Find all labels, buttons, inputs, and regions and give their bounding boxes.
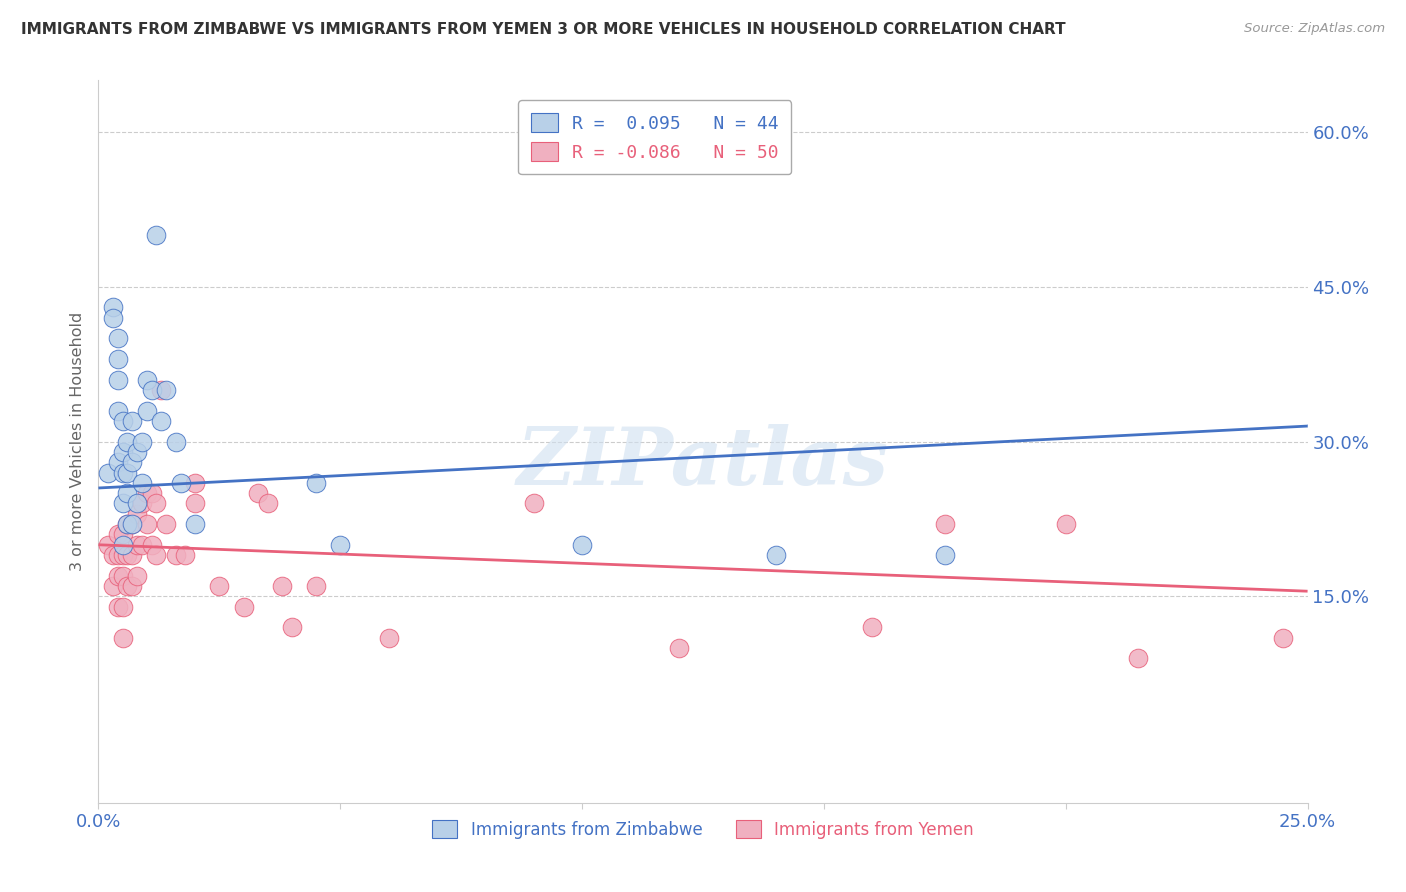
Point [97,538,120,552]
Point [135,517,157,532]
Point [135,373,157,387]
Point [934,548,956,562]
Point [1128,651,1150,665]
Point [107,373,129,387]
Point [111,538,134,552]
Point [271,579,294,593]
Point [121,517,143,532]
Point [247,486,270,500]
Point [131,475,153,490]
Point [184,475,207,490]
Point [860,620,883,634]
Point [150,414,173,428]
Point [111,466,134,480]
Point [107,568,129,582]
Point [117,517,139,532]
Point [107,331,129,345]
Point [117,486,139,500]
Point [141,538,163,552]
Point [127,568,149,582]
Point [765,548,787,562]
Point [281,620,304,634]
Point [305,475,328,490]
Point [127,445,149,459]
Point [117,548,139,562]
Point [111,548,134,562]
Point [111,599,134,614]
Point [111,527,134,541]
Point [256,496,278,510]
Point [523,496,546,510]
Point [1054,517,1077,532]
Point [127,507,149,521]
Point [145,548,167,562]
Point [141,383,163,397]
Point [121,517,143,532]
Point [155,383,177,397]
Point [155,517,177,532]
Point [131,496,153,510]
Point [121,548,143,562]
Point [117,517,139,532]
Point [377,631,399,645]
Point [101,301,124,315]
Point [165,434,187,449]
Point [174,548,197,562]
Point [141,486,163,500]
Point [135,403,157,417]
Point [101,548,124,562]
Point [571,538,593,552]
Point [184,517,207,532]
Point [232,599,254,614]
Point [111,445,134,459]
Point [107,599,129,614]
Point [1272,631,1295,645]
Point [97,466,120,480]
Point [111,631,134,645]
Point [305,579,328,593]
Legend: Immigrants from Zimbabwe, Immigrants from Yemen: Immigrants from Zimbabwe, Immigrants fro… [422,811,984,848]
Point [668,640,690,655]
Point [107,455,129,469]
Point [208,579,231,593]
Point [107,527,129,541]
Point [111,414,134,428]
Point [107,351,129,366]
Point [127,496,149,510]
Point [934,517,956,532]
Point [111,568,134,582]
Point [184,496,207,510]
Y-axis label: 3 or more Vehicles in Household: 3 or more Vehicles in Household [70,312,86,571]
Point [117,466,139,480]
Point [111,496,134,510]
Point [101,579,124,593]
Point [145,496,167,510]
Text: Source: ZipAtlas.com: Source: ZipAtlas.com [1244,22,1385,36]
Point [329,538,352,552]
Point [107,548,129,562]
Point [135,486,157,500]
Point [131,434,153,449]
Point [117,434,139,449]
Point [169,475,191,490]
Point [127,538,149,552]
Point [150,383,173,397]
Point [121,455,143,469]
Point [117,579,139,593]
Text: IMMIGRANTS FROM ZIMBABWE VS IMMIGRANTS FROM YEMEN 3 OR MORE VEHICLES IN HOUSEHOL: IMMIGRANTS FROM ZIMBABWE VS IMMIGRANTS F… [21,22,1066,37]
Point [165,548,187,562]
Point [121,579,143,593]
Point [131,538,153,552]
Point [101,310,124,325]
Point [145,228,167,243]
Text: ZIPatlas: ZIPatlas [517,425,889,502]
Point [107,403,129,417]
Point [121,414,143,428]
